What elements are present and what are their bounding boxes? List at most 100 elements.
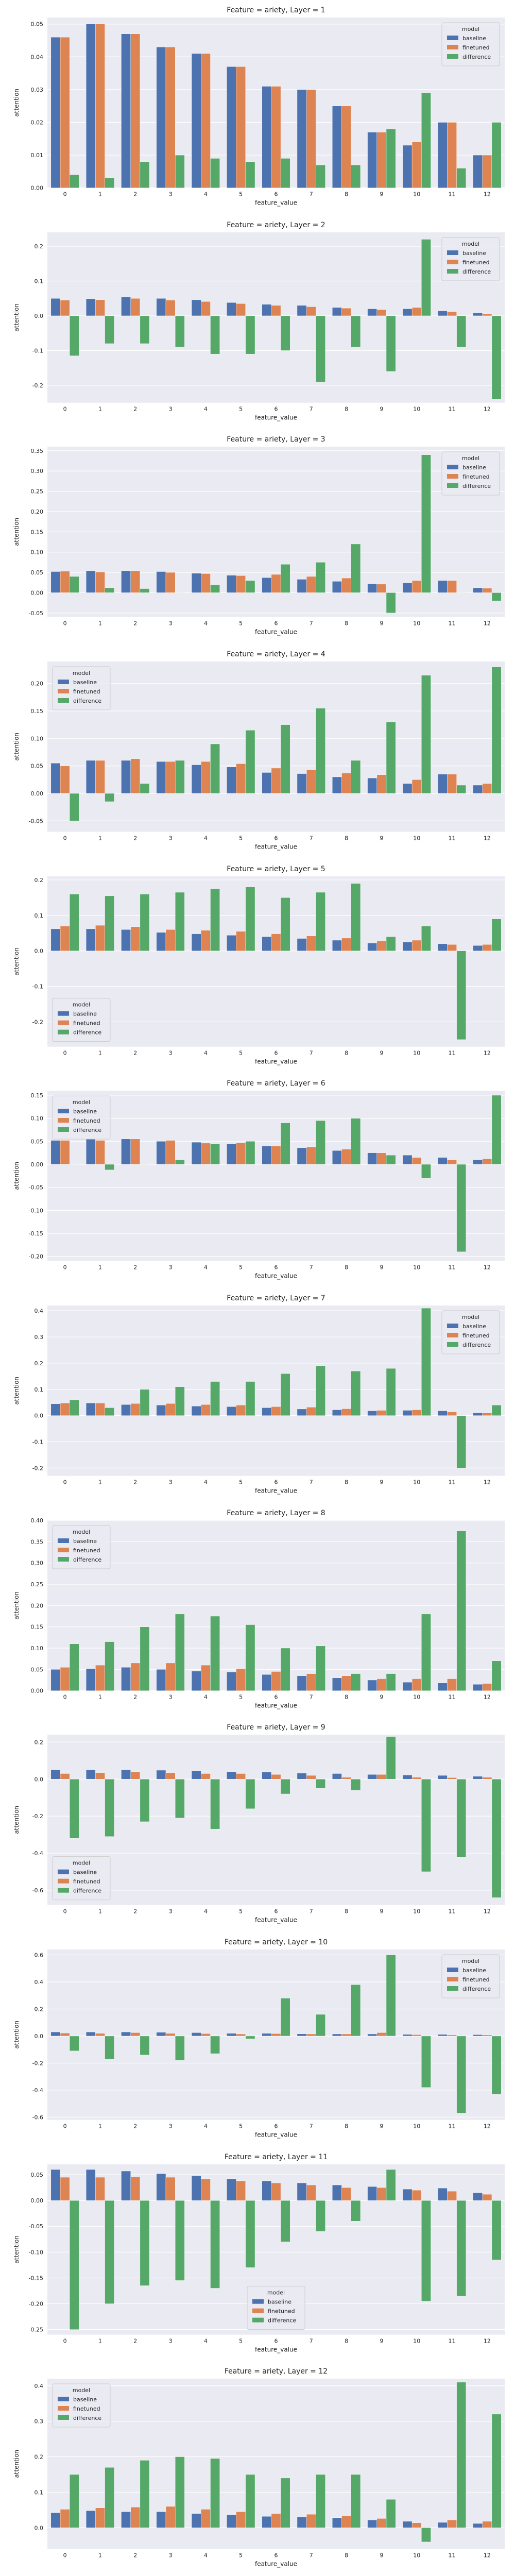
y-tick-label: 0.0	[35, 2525, 43, 2532]
bar-baseline	[297, 89, 307, 188]
bar-finetuned	[341, 308, 351, 316]
bar-finetuned	[447, 311, 457, 316]
x-tick-label: 9	[380, 2123, 383, 2130]
bar-baseline	[227, 1772, 236, 1780]
bar-baseline	[121, 1667, 131, 1691]
bar-baseline	[191, 299, 201, 316]
bar-difference	[386, 936, 396, 951]
y-tick-label: 0.05	[31, 1139, 43, 1145]
bar-difference	[421, 454, 431, 593]
bar-baseline	[367, 2033, 377, 2037]
bar-baseline	[262, 772, 272, 794]
bar-difference	[70, 2200, 79, 2330]
bar-difference	[421, 239, 431, 316]
bar-finetuned	[447, 2035, 457, 2037]
legend-label: finetuned	[462, 259, 490, 266]
y-axis-label: attention	[13, 2021, 20, 2049]
legend-label: baseline	[268, 2298, 291, 2305]
x-tick-label: 6	[274, 191, 278, 198]
x-tick-label: 7	[310, 1049, 313, 1056]
bar-finetuned	[411, 2522, 422, 2528]
bar-difference	[456, 1779, 467, 1857]
x-tick-label: 4	[204, 1693, 208, 1700]
bar-baseline	[50, 2513, 61, 2528]
y-tick-label: 0.4	[35, 1979, 43, 1986]
legend-label: baseline	[73, 1869, 97, 1876]
bar-difference	[316, 2014, 325, 2037]
bar-difference	[105, 2036, 114, 2059]
bar-difference	[491, 1405, 502, 1416]
bar-finetuned	[376, 309, 387, 316]
bar-finetuned	[411, 2190, 422, 2200]
y-tick-label: 0.15	[31, 708, 43, 715]
y-tick-label: 0.2	[35, 1360, 43, 1367]
y-axis-label: attention	[13, 1377, 20, 1405]
bar-baseline	[332, 1773, 342, 1780]
bar-baseline	[297, 773, 307, 794]
chart-title: Feature = ariety, Layer = 2	[227, 221, 325, 229]
bar-finetuned	[60, 2177, 70, 2200]
y-tick-label: 0.10	[31, 549, 43, 556]
y-axis-label: attention	[13, 947, 20, 976]
bar-finetuned	[60, 1403, 70, 1416]
x-tick-label: 5	[239, 2123, 243, 2130]
bar-difference	[140, 893, 150, 951]
x-tick-label: 12	[484, 1264, 491, 1271]
bar-baseline	[473, 2192, 483, 2200]
legend-label: difference	[73, 698, 101, 704]
bar-difference	[351, 1985, 361, 2037]
x-tick-label: 10	[413, 1049, 420, 1056]
bar-baseline	[85, 571, 96, 593]
x-tick-label: 7	[310, 2337, 313, 2344]
y-tick-label: 0.05	[31, 1666, 43, 1673]
bar-difference	[140, 1164, 150, 1165]
bar-baseline	[473, 1160, 483, 1165]
legend: model baseline finetuned difference	[441, 1954, 500, 1998]
bar-difference	[70, 2475, 79, 2528]
x-tick-label: 12	[484, 1049, 491, 1056]
bar-finetuned	[236, 931, 246, 951]
x-tick-label: 12	[484, 2337, 491, 2344]
y-tick-label: -0.2	[32, 1465, 43, 1471]
bar-baseline	[156, 1141, 166, 1165]
y-tick-label: 0.20	[31, 681, 43, 687]
legend-label: baseline	[462, 464, 486, 471]
bar-difference	[70, 2036, 79, 2052]
x-tick-label: 10	[413, 1693, 420, 1700]
x-tick-label: 5	[239, 1693, 243, 1700]
bar-finetuned	[201, 2509, 211, 2528]
x-tick-label: 2	[133, 835, 137, 842]
bar-finetuned	[95, 1403, 105, 1416]
x-tick-label: 4	[204, 2337, 208, 2344]
x-tick-label: 0	[63, 1693, 67, 1700]
y-tick-label: 0.05	[31, 2172, 43, 2178]
legend-label: difference	[462, 483, 491, 489]
bar-baseline	[227, 1671, 236, 1691]
chart-title: Feature = ariety, Layer = 1	[227, 6, 325, 14]
bar-difference	[491, 2200, 502, 2260]
bar-finetuned	[236, 764, 246, 794]
legend-swatch-difference	[58, 1888, 70, 1893]
bar-finetuned	[482, 944, 492, 951]
bar-baseline	[227, 1143, 236, 1165]
chart-panel: 0.000.010.020.030.040.050 1 2 3 4 5 6 7 8 9 10 11 12…	[13, 6, 505, 207]
legend-title: model	[73, 1001, 90, 1008]
x-tick-label: 9	[380, 405, 383, 412]
bar-finetuned	[201, 761, 211, 794]
bar-baseline	[85, 928, 96, 951]
bar-finetuned	[271, 1406, 281, 1416]
y-tick-label: 0.00	[31, 590, 43, 597]
bar-finetuned	[165, 761, 176, 794]
x-tick-label: 9	[380, 2337, 383, 2344]
y-tick-label: 0.00	[31, 1687, 43, 1694]
y-tick-label: -0.05	[29, 1184, 43, 1191]
x-tick-label: 12	[484, 2552, 491, 2559]
plot-background	[47, 876, 505, 1047]
legend: model baseline finetuned difference	[52, 997, 111, 1042]
bar-baseline	[50, 571, 61, 593]
bar-finetuned	[271, 2182, 281, 2200]
y-tick-label: 0.0	[35, 2033, 43, 2040]
chart-title: Feature = ariety, Layer = 11	[225, 2153, 328, 2161]
x-tick-label: 0	[63, 620, 67, 627]
y-tick-label: -0.20	[29, 1253, 43, 1260]
